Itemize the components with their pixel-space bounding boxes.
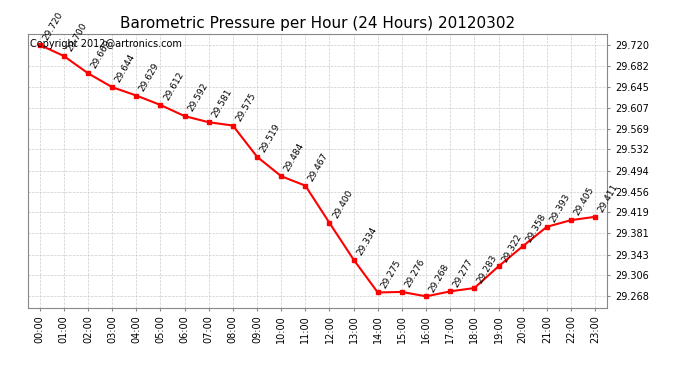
Text: 29.405: 29.405 bbox=[573, 186, 596, 218]
Text: 29.400: 29.400 bbox=[331, 189, 355, 220]
Text: 29.283: 29.283 bbox=[476, 254, 500, 285]
Text: 29.322: 29.322 bbox=[500, 232, 523, 264]
Text: 29.669: 29.669 bbox=[90, 39, 113, 70]
Text: 29.519: 29.519 bbox=[259, 122, 282, 154]
Text: 29.268: 29.268 bbox=[428, 262, 451, 294]
Text: 29.575: 29.575 bbox=[235, 91, 258, 123]
Text: 29.467: 29.467 bbox=[307, 151, 331, 183]
Text: 29.277: 29.277 bbox=[452, 257, 475, 289]
Text: 29.644: 29.644 bbox=[114, 53, 137, 84]
Text: 29.358: 29.358 bbox=[524, 212, 548, 243]
Text: 29.275: 29.275 bbox=[380, 258, 403, 290]
Text: 29.411: 29.411 bbox=[597, 182, 620, 214]
Text: 29.484: 29.484 bbox=[283, 142, 306, 173]
Text: 29.612: 29.612 bbox=[162, 70, 186, 102]
Text: 29.581: 29.581 bbox=[210, 88, 234, 120]
Text: 29.629: 29.629 bbox=[138, 61, 161, 93]
Text: Copyright 2012@artronics.com: Copyright 2012@artronics.com bbox=[30, 39, 182, 49]
Text: 29.393: 29.393 bbox=[549, 192, 572, 224]
Text: 29.700: 29.700 bbox=[66, 21, 89, 53]
Text: 29.592: 29.592 bbox=[186, 82, 210, 113]
Text: 29.720: 29.720 bbox=[41, 10, 65, 42]
Title: Barometric Pressure per Hour (24 Hours) 20120302: Barometric Pressure per Hour (24 Hours) … bbox=[120, 16, 515, 31]
Text: 29.334: 29.334 bbox=[355, 225, 379, 257]
Text: 29.276: 29.276 bbox=[404, 258, 427, 289]
